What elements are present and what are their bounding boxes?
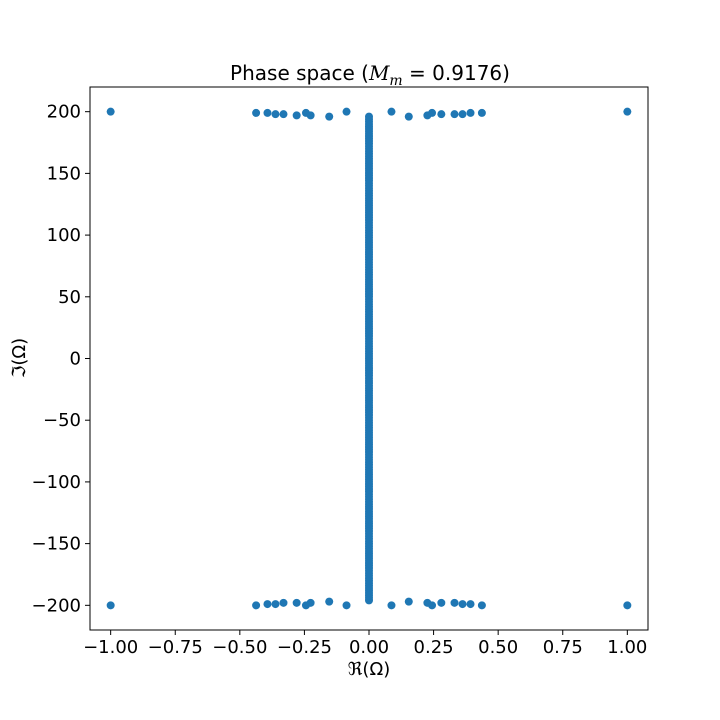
chart-title-rest: = 0.9176) (403, 61, 510, 85)
data-point (271, 110, 280, 119)
data-point (458, 110, 467, 119)
data-point (325, 112, 334, 121)
data-point (437, 110, 446, 119)
data-point (404, 112, 413, 121)
data-point (450, 110, 459, 119)
x-axis-ticks: −1.00 −0.75 −0.50 −0.25 0.00 0.25 0.50 0.75 1.00 (83, 630, 647, 658)
data-point (279, 598, 288, 607)
x-tick-label: 0.50 (478, 637, 518, 658)
data-point (279, 110, 288, 119)
y-tick-label: 0 (70, 349, 81, 370)
y-tick-label: −200 (32, 595, 81, 616)
data-point (271, 600, 280, 609)
x-tick-label: 0.75 (543, 637, 583, 658)
chart-title: Phase space (Mm = 0.9176) (230, 61, 510, 89)
x-tick-label: 1.00 (607, 637, 647, 658)
y-tick-label: 150 (47, 163, 81, 184)
data-point (428, 601, 437, 610)
x-tick-label: −0.75 (148, 637, 203, 658)
data-point (292, 598, 301, 607)
data-point (252, 108, 261, 117)
data-point (306, 598, 315, 607)
data-point (342, 601, 351, 610)
data-point (623, 601, 632, 610)
data-point (404, 597, 413, 606)
chart-title-prefix: Phase space ( (230, 61, 369, 85)
data-point (623, 107, 632, 116)
data-point (263, 108, 272, 117)
data-point (106, 601, 115, 610)
data-point (387, 107, 396, 116)
y-tick-label: −150 (32, 534, 81, 555)
data-point (292, 111, 301, 120)
y-tick-label: −100 (32, 472, 81, 493)
y-axis-ticks: −200 −150 −100 −50 0 50 100 150 200 (32, 102, 90, 616)
chart-title-sub: m (389, 73, 402, 89)
y-tick-label: 200 (47, 102, 81, 123)
data-point (466, 108, 475, 117)
x-tick-label: 0.00 (349, 637, 389, 658)
data-point (477, 601, 486, 610)
y-tick-label: 100 (47, 225, 81, 246)
data-points (106, 107, 632, 610)
data-point (325, 597, 334, 606)
y-axis-label: ℑ(Ω) (9, 338, 30, 378)
data-point (477, 108, 486, 117)
data-point (387, 601, 396, 610)
data-point (106, 107, 115, 116)
x-axis-label: ℜ(Ω) (348, 659, 390, 680)
data-point (263, 600, 272, 609)
data-point (437, 598, 446, 607)
data-point (458, 600, 467, 609)
x-tick-label: 0.25 (414, 637, 454, 658)
x-tick-label: −1.00 (83, 637, 138, 658)
data-point (428, 108, 437, 117)
data-point (342, 107, 351, 116)
data-point (450, 598, 459, 607)
y-tick-label: 50 (58, 287, 81, 308)
data-point (252, 601, 261, 610)
y-tick-label: −50 (43, 410, 81, 431)
chart-title-var: M (368, 61, 390, 85)
data-point (306, 111, 315, 120)
data-point (365, 112, 373, 121)
x-tick-label: −0.25 (277, 637, 332, 658)
data-point (466, 600, 475, 609)
x-tick-label: −0.50 (212, 637, 267, 658)
